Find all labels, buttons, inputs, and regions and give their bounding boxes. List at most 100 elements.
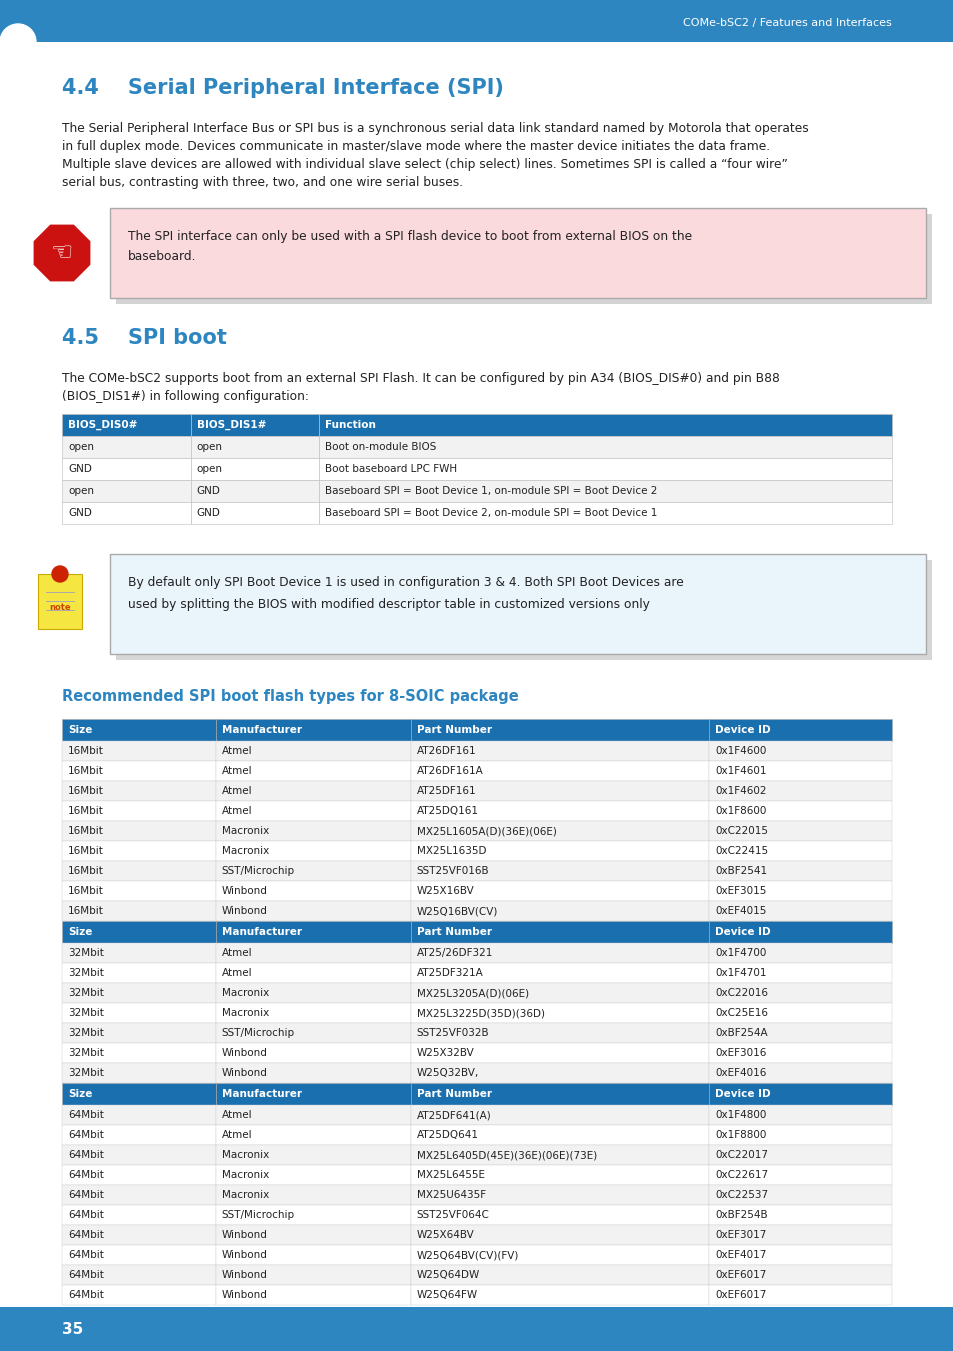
- Text: 16Mbit: 16Mbit: [68, 907, 104, 916]
- Bar: [410, 1265, 709, 1285]
- Text: Atmel: Atmel: [221, 807, 252, 816]
- Text: 4.5    SPI boot: 4.5 SPI boot: [62, 328, 227, 349]
- Text: The SPI interface can only be used with a SPI flash device to boot from external: The SPI interface can only be used with …: [128, 230, 691, 243]
- Text: 64Mbit: 64Mbit: [68, 1210, 104, 1220]
- Bar: [410, 842, 709, 861]
- Text: 32Mbit: 32Mbit: [68, 1048, 104, 1058]
- Bar: [410, 1146, 709, 1165]
- Text: SST/Microchip: SST/Microchip: [221, 1028, 294, 1038]
- Text: SST/Microchip: SST/Microchip: [221, 1210, 294, 1220]
- Text: Baseboard SPI = Boot Device 1, on-module SPI = Boot Device 2: Baseboard SPI = Boot Device 1, on-module…: [325, 486, 657, 496]
- Bar: [709, 1146, 891, 1165]
- Text: 64Mbit: 64Mbit: [68, 1270, 104, 1279]
- Bar: [62, 781, 215, 801]
- Bar: [62, 901, 215, 921]
- Text: Winbond: Winbond: [221, 1290, 267, 1300]
- Text: open: open: [68, 486, 94, 496]
- Bar: [319, 413, 891, 436]
- Text: AT25DF321A: AT25DF321A: [416, 969, 483, 978]
- Bar: [215, 1185, 410, 1205]
- Bar: [319, 436, 891, 458]
- Text: baseboard.: baseboard.: [128, 250, 196, 263]
- Bar: [191, 480, 319, 503]
- Text: MX25U6435F: MX25U6435F: [416, 1190, 485, 1200]
- Text: 32Mbit: 32Mbit: [68, 1008, 104, 1019]
- Text: W25X16BV: W25X16BV: [416, 886, 474, 896]
- Text: (BIOS_DIS1#) in following configuration:: (BIOS_DIS1#) in following configuration:: [62, 390, 309, 403]
- Text: MX25L1605A(D)(36E)(06E): MX25L1605A(D)(36E)(06E): [416, 825, 556, 836]
- Text: Macronix: Macronix: [221, 1190, 269, 1200]
- Bar: [410, 943, 709, 963]
- Bar: [62, 1063, 215, 1084]
- Bar: [709, 781, 891, 801]
- Text: 0xC22017: 0xC22017: [715, 1150, 767, 1161]
- Polygon shape: [34, 226, 90, 281]
- Bar: [410, 781, 709, 801]
- Bar: [215, 1002, 410, 1023]
- Text: Macronix: Macronix: [221, 1008, 269, 1019]
- Bar: [215, 861, 410, 881]
- Bar: [709, 1063, 891, 1084]
- Text: 0xEF4016: 0xEF4016: [715, 1069, 766, 1078]
- Bar: [62, 861, 215, 881]
- Text: 16Mbit: 16Mbit: [68, 786, 104, 796]
- Text: 32Mbit: 32Mbit: [68, 988, 104, 998]
- Text: 0xC22617: 0xC22617: [715, 1170, 768, 1179]
- Bar: [410, 1063, 709, 1084]
- Bar: [709, 1125, 891, 1146]
- Text: W25Q64BV(CV)(FV): W25Q64BV(CV)(FV): [416, 1250, 518, 1260]
- Text: AT26DF161: AT26DF161: [416, 746, 476, 757]
- Bar: [709, 881, 891, 901]
- Bar: [410, 1165, 709, 1185]
- Bar: [215, 1023, 410, 1043]
- Bar: [0, 1306, 953, 1351]
- Bar: [410, 1205, 709, 1225]
- Bar: [0, 0, 953, 42]
- Text: AT26DF161A: AT26DF161A: [416, 766, 483, 775]
- Text: AT25DF641(A): AT25DF641(A): [416, 1111, 491, 1120]
- Bar: [410, 761, 709, 781]
- Bar: [62, 1023, 215, 1043]
- Bar: [319, 503, 891, 524]
- Bar: [62, 943, 215, 963]
- Bar: [410, 1246, 709, 1265]
- Text: Winbond: Winbond: [221, 907, 267, 916]
- Bar: [709, 1285, 891, 1305]
- Text: 64Mbit: 64Mbit: [68, 1229, 104, 1240]
- Text: Device ID: Device ID: [715, 1089, 770, 1098]
- Text: SST25VF064C: SST25VF064C: [416, 1210, 489, 1220]
- Bar: [62, 921, 215, 943]
- Text: Boot on-module BIOS: Boot on-module BIOS: [325, 442, 436, 453]
- Text: Macronix: Macronix: [221, 846, 269, 857]
- Bar: [215, 1165, 410, 1185]
- Text: 32Mbit: 32Mbit: [68, 1028, 104, 1038]
- Text: open: open: [196, 463, 222, 474]
- Bar: [215, 781, 410, 801]
- Text: W25Q16BV(CV): W25Q16BV(CV): [416, 907, 497, 916]
- Bar: [62, 413, 191, 436]
- Bar: [110, 554, 925, 654]
- Bar: [62, 1165, 215, 1185]
- Bar: [62, 1205, 215, 1225]
- Bar: [215, 881, 410, 901]
- Text: 0xC22415: 0xC22415: [715, 846, 768, 857]
- Bar: [62, 881, 215, 901]
- Bar: [62, 1285, 215, 1305]
- Bar: [709, 984, 891, 1002]
- Text: Recommended SPI boot flash types for 8-SOIC package: Recommended SPI boot flash types for 8-S…: [62, 689, 518, 704]
- Text: Winbond: Winbond: [221, 1048, 267, 1058]
- Text: 0xEF4017: 0xEF4017: [715, 1250, 766, 1260]
- Text: Size: Size: [68, 1089, 92, 1098]
- Bar: [709, 1002, 891, 1023]
- Bar: [62, 801, 215, 821]
- Bar: [116, 561, 931, 661]
- Bar: [62, 1146, 215, 1165]
- Text: 0xEF6017: 0xEF6017: [715, 1290, 766, 1300]
- Text: 0xC22016: 0xC22016: [715, 988, 767, 998]
- Text: 0xBF254B: 0xBF254B: [715, 1210, 767, 1220]
- Text: MX25L3205A(D)(06E): MX25L3205A(D)(06E): [416, 988, 528, 998]
- Bar: [215, 821, 410, 842]
- Bar: [215, 943, 410, 963]
- Text: 16Mbit: 16Mbit: [68, 846, 104, 857]
- Bar: [410, 1225, 709, 1246]
